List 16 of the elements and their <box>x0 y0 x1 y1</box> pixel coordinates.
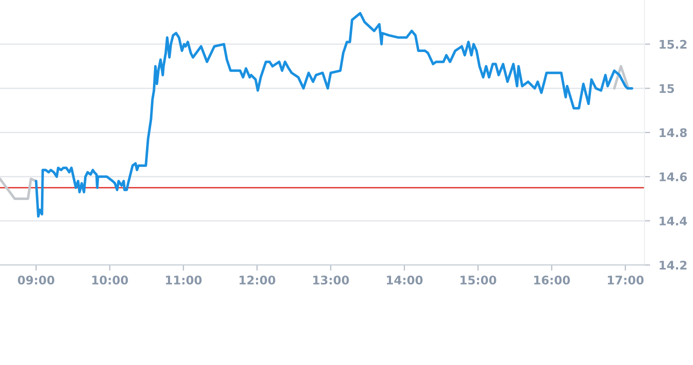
x-tick-label: 16:00 <box>534 276 570 285</box>
y-tick-label: 14.2 <box>660 260 686 270</box>
x-tick-label: 14:00 <box>386 276 423 285</box>
x-tick-label: 09:00 <box>18 276 54 285</box>
y-tick-label: 14.6 <box>660 172 687 182</box>
y-tick-label: 14.8 <box>660 128 687 138</box>
y-tick-label: 15 <box>660 84 674 93</box>
line-series <box>34 12 634 218</box>
x-tick-label: 11:00 <box>166 276 202 285</box>
y-tick-label: 15.2 <box>660 40 686 49</box>
y-tick-label: 14.4 <box>660 216 687 226</box>
x-tick-label: 10:00 <box>92 276 128 285</box>
x-tick-label: 15:00 <box>460 276 496 285</box>
x-tick-label: 17:00 <box>608 276 644 285</box>
x-tick-label: 12:00 <box>240 276 276 285</box>
x-tick-label: 13:00 <box>313 276 349 285</box>
